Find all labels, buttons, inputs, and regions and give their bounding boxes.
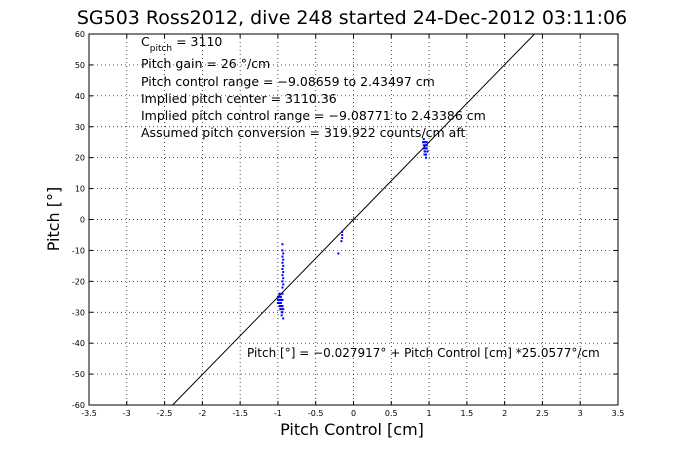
data-point (341, 237, 344, 240)
annotation-implied-pitch-center: Implied pitch center = 3110.36 (141, 91, 337, 106)
y-tick-label: -40 (72, 339, 85, 348)
x-tick-label: 2 (502, 409, 507, 418)
y-axis-label: Pitch [°] (44, 187, 63, 252)
data-point (281, 292, 284, 295)
x-tick-label: 2.5 (536, 409, 549, 418)
x-tick-label: 3 (578, 409, 583, 418)
data-point (281, 243, 284, 246)
annotation-pitch-control-range: Pitch control range = −9.08659 to 2.4349… (141, 74, 435, 89)
data-point (277, 301, 280, 304)
data-point (279, 305, 282, 308)
data-point (280, 314, 283, 317)
annotation-assumed-pitch-conversion: Assumed pitch conversion = 319.922 count… (141, 125, 466, 140)
data-point (279, 308, 282, 311)
data-point (341, 230, 344, 233)
data-point (282, 258, 285, 261)
annotation-c-pitch-sub: pitch (150, 44, 172, 54)
data-point (281, 249, 284, 252)
x-axis-label: Pitch Control [cm] (280, 420, 424, 439)
chart-title: SG503 Ross2012, dive 248 started 24-Dec-… (77, 7, 627, 29)
y-tick-label: 60 (75, 30, 85, 39)
x-tick-label: -0.5 (308, 409, 324, 418)
x-tick-label: -3.5 (81, 409, 97, 418)
y-tick-label: 20 (75, 154, 85, 163)
annotation-pitch-gain: Pitch gain = 26 °/cm (141, 56, 270, 71)
data-point (277, 298, 280, 301)
data-point (281, 286, 284, 289)
data-point (424, 141, 427, 144)
y-tick-label: 40 (75, 92, 85, 101)
data-point (279, 295, 282, 298)
x-tick-label: -2.5 (157, 409, 173, 418)
y-tick-label: -10 (72, 246, 85, 255)
x-tick-label: 1 (427, 409, 432, 418)
data-points (276, 138, 429, 320)
data-point (282, 308, 285, 311)
data-point (280, 308, 283, 311)
data-point (425, 156, 428, 159)
data-point (281, 274, 284, 277)
data-point (281, 267, 284, 270)
x-tick-label: -2 (198, 409, 206, 418)
y-tick-label: 10 (75, 185, 85, 194)
y-tick-label: -20 (72, 277, 85, 286)
fit-equation: Pitch [°] = −0.027917° + Pitch Control [… (247, 346, 600, 360)
data-point (426, 150, 429, 153)
data-point (423, 153, 426, 156)
data-point (282, 283, 285, 286)
center-marker (350, 216, 357, 223)
data-point (282, 271, 285, 274)
data-point (279, 298, 282, 301)
data-point (282, 317, 285, 320)
data-point (281, 305, 284, 308)
data-point (282, 277, 285, 280)
annotation-implied-pitch-control-range: Implied pitch control range = −9.08771 t… (141, 108, 486, 123)
data-point (282, 252, 285, 255)
data-point (424, 150, 427, 153)
annotation-block: Cpitch = 3110 Pitch gain = 26 °/cm Pitch… (141, 34, 486, 140)
data-point (278, 292, 281, 295)
annotation-c-pitch-value: = 3110 (172, 34, 222, 49)
data-point (341, 233, 344, 236)
data-point (282, 264, 285, 267)
data-point (337, 252, 340, 255)
y-tick-label: -60 (72, 401, 85, 410)
y-tick-label: 30 (75, 123, 85, 132)
data-point (422, 144, 425, 147)
data-point (278, 305, 281, 308)
x-tick-label: 0 (351, 409, 356, 418)
y-tick-label: -30 (72, 308, 85, 317)
data-point (281, 255, 284, 258)
annotation-c-pitch-label: C (141, 34, 150, 49)
data-point (424, 147, 427, 150)
data-point (340, 240, 343, 243)
y-tick-label: -50 (72, 370, 85, 379)
x-tick-label: -3 (123, 409, 131, 418)
data-point (281, 261, 284, 264)
x-tick-label: 0.5 (385, 409, 398, 418)
y-tick-label: 0 (80, 216, 85, 225)
x-tick-label: -1 (274, 409, 282, 418)
data-point (278, 295, 281, 298)
annotation-c-pitch: Cpitch = 3110 (141, 34, 222, 54)
x-tick-label: 1.5 (460, 409, 473, 418)
x-tick-label: -1.5 (232, 409, 248, 418)
data-point (422, 141, 425, 144)
data-point (281, 311, 284, 314)
data-point (422, 138, 425, 141)
data-point (279, 301, 282, 304)
data-point (281, 280, 284, 283)
x-axis: -3.5 -3 -2.5 -2 -1.5 -1 -0.5 0 0.5 1 1.5 2 2.5 3 3.5 (81, 34, 624, 418)
data-point (425, 141, 428, 144)
y-axis: -60 -50 -40 -30 -20 -10 0 10 20 30 40 50 60 (72, 30, 618, 410)
data-point (425, 147, 428, 150)
data-point (425, 153, 428, 156)
data-point (422, 147, 425, 150)
data-point (281, 298, 284, 301)
data-point (425, 144, 428, 147)
x-tick-label: 3.5 (612, 409, 625, 418)
y-tick-label: 50 (75, 61, 85, 70)
